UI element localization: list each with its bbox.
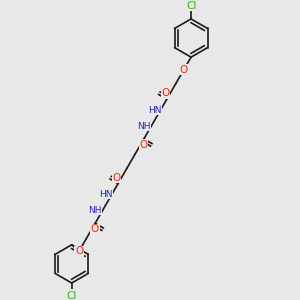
Text: O: O — [91, 224, 99, 234]
Text: Cl: Cl — [67, 291, 77, 300]
Text: O: O — [161, 88, 169, 98]
Text: O: O — [140, 140, 148, 150]
Text: NH: NH — [88, 206, 102, 215]
Text: NH: NH — [137, 122, 150, 130]
Text: O: O — [75, 246, 83, 256]
Text: O: O — [112, 172, 121, 183]
Text: O: O — [180, 65, 188, 75]
Text: HN: HN — [99, 190, 113, 199]
Text: Cl: Cl — [186, 1, 196, 10]
Text: HN: HN — [148, 106, 161, 115]
